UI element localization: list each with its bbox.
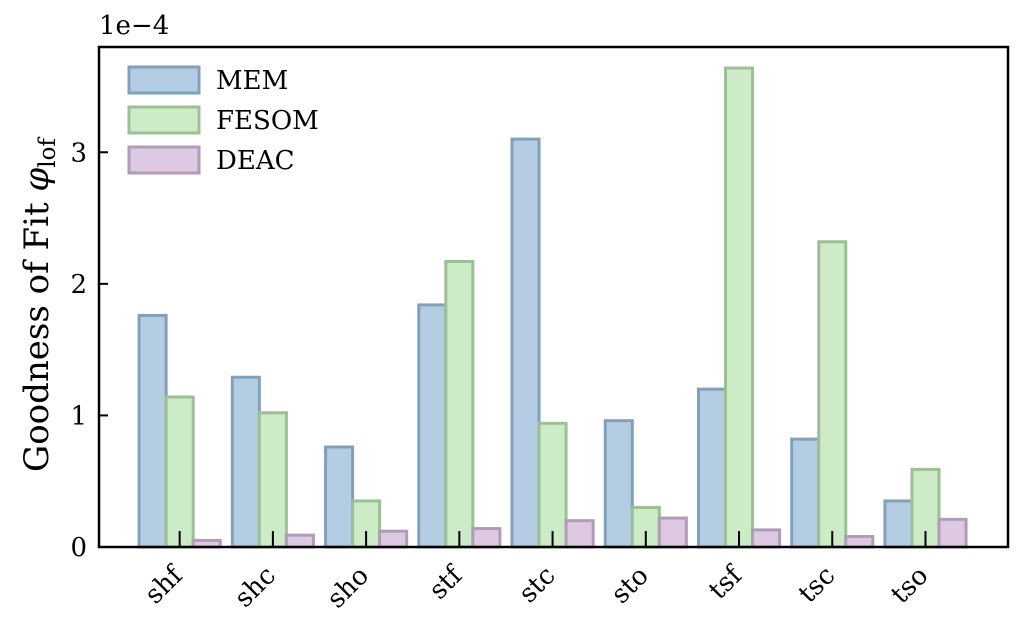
- bar-mem-stc: [510, 137, 541, 549]
- x-tick-label-tsc: tsc: [793, 561, 841, 609]
- bar-deac-tsc: [844, 534, 875, 549]
- legend: MEM FESOM DEAC: [127, 65, 319, 176]
- bar-mem-tsc: [790, 437, 821, 549]
- bar-deac-sho: [378, 529, 409, 549]
- bar-deac-tsf: [751, 528, 782, 549]
- bar-mem-tso: [883, 499, 914, 549]
- bar-mem-tsf: [696, 387, 728, 549]
- x-tick-label-sho: sho: [321, 561, 375, 615]
- plot-frame: [97, 45, 1010, 549]
- y-tick-label: 3: [70, 138, 87, 168]
- legend-swatch-fesom: [127, 105, 201, 135]
- legend-label-deac: DEAC: [216, 146, 295, 176]
- bar-fesom-stc: [537, 421, 568, 549]
- y-tick-label: 1: [70, 401, 87, 431]
- ticks-layer: [99, 151, 927, 548]
- y-axis-label-subscript: lof: [35, 137, 61, 168]
- x-tick-label-shf: shf: [139, 559, 190, 610]
- legend-label-fesom: FESOM: [216, 106, 319, 136]
- bar-mem-sto: [603, 419, 634, 549]
- x-tick-label-tsf: tsf: [703, 559, 750, 606]
- bar-fesom-shf: [164, 395, 195, 549]
- x-tick-label-tso: tso: [885, 561, 934, 610]
- bar-mem-shc: [230, 375, 261, 549]
- bar-fesom-shc: [257, 411, 288, 549]
- y-axis-offset-label: 1e−4: [99, 11, 169, 41]
- bar-fesom-tsc: [817, 240, 848, 549]
- bar-mem-sho: [324, 445, 355, 549]
- bar-deac-sto: [657, 516, 688, 549]
- bar-mem-shf: [137, 313, 168, 549]
- y-tick-label: 2: [70, 270, 87, 300]
- y-axis-label-text: Goodness of Fit: [17, 192, 57, 472]
- x-tick-label-stf: stf: [423, 559, 470, 606]
- bar-mem-stf: [417, 303, 448, 549]
- y-axis-label: Goodness of Fit φlof: [17, 137, 61, 472]
- legend-label-mem: MEM: [216, 66, 288, 96]
- bar-deac-stf: [471, 527, 502, 549]
- bars-layer: [137, 66, 968, 549]
- bar-fesom-stf: [444, 259, 475, 549]
- bar-fesom-sho: [351, 499, 382, 549]
- bar-deac-stc: [564, 519, 595, 549]
- x-tick-label-shc: shc: [229, 561, 282, 614]
- bar-deac-shc: [284, 533, 315, 549]
- x-tick-label-stc: stc: [513, 561, 561, 609]
- legend-swatch-deac: [127, 145, 201, 175]
- legend-swatch-mem: [127, 65, 201, 95]
- y-tick-label: 0: [70, 533, 87, 563]
- bar-deac-tso: [937, 517, 968, 549]
- bar-fesom-tsf: [724, 66, 755, 549]
- y-axis-label-symbol: φ: [17, 168, 57, 192]
- x-tick-label-sto: sto: [606, 561, 655, 610]
